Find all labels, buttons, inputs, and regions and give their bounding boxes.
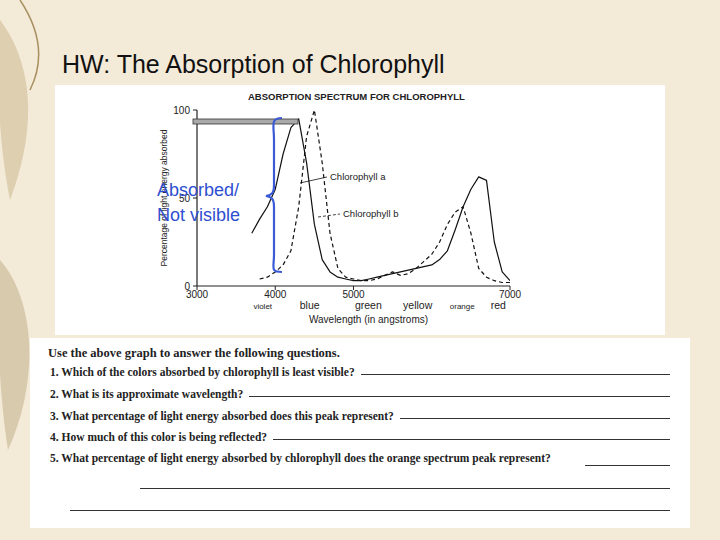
question-text: 3. What percentage of light energy absor… xyxy=(50,410,394,422)
bracket xyxy=(266,118,282,272)
stem xyxy=(20,0,39,90)
slide: {"chart_data": {"type": "line", "title":… xyxy=(0,0,720,540)
leaf xyxy=(0,260,29,450)
answer-line xyxy=(273,438,670,440)
legend-label: Chlorophyll a xyxy=(330,171,386,182)
band-label: green xyxy=(355,299,382,311)
slide-title: HW: The Absorption of Chlorophyll xyxy=(62,50,445,79)
pointer-bar xyxy=(193,119,298,124)
series-line xyxy=(260,110,510,283)
question-row: 1. Which of the colors absorbed by chlor… xyxy=(50,366,670,378)
answer-line xyxy=(140,488,670,489)
worksheet-intro: Use the above graph to answer the follow… xyxy=(48,346,340,361)
answer-line xyxy=(361,373,670,375)
question-row: 3. What percentage of light energy absor… xyxy=(50,410,670,422)
series-line xyxy=(252,119,510,281)
band-label: yellow xyxy=(403,299,433,311)
x-tick-label: 3000 xyxy=(186,289,209,300)
plot-area xyxy=(252,110,510,283)
question-text: 5. What percentage of light energy absor… xyxy=(50,447,590,470)
question-text: 4. How much of this color is being refle… xyxy=(50,431,267,443)
x-tick-label: 4000 xyxy=(264,289,287,300)
y-tick xyxy=(193,110,197,111)
question-row: 2. What is its approximate wavelength? xyxy=(50,388,670,400)
callout-text: Absorbed/ xyxy=(157,180,239,200)
y-tick xyxy=(193,286,197,287)
answer-line xyxy=(400,417,670,419)
band-label: red xyxy=(491,299,506,311)
x-axis-label: Wavelength (in angstroms) xyxy=(309,314,428,325)
question-text: 1. Which of the colors absorbed by chlor… xyxy=(50,366,355,378)
chart-title: ABSORPTION SPECTRUM FOR CHLOROPHYLL xyxy=(248,91,465,102)
answer-line xyxy=(585,465,670,466)
callout-text: Not visible xyxy=(157,205,240,225)
question-row: 4. How much of this color is being refle… xyxy=(50,431,670,443)
worksheet: Use the above graph to answer the follow… xyxy=(30,338,690,528)
question-text: 2. What is its approximate wavelength? xyxy=(50,388,243,400)
legend-leader xyxy=(318,214,340,217)
leaf xyxy=(0,20,28,200)
y-tick-label: 100 xyxy=(173,105,190,116)
band-label: orange xyxy=(450,302,475,311)
band-label: violet xyxy=(253,302,272,311)
answer-line xyxy=(249,395,670,397)
answer-line xyxy=(70,510,670,511)
legend-label: Chlorophyll b xyxy=(343,208,398,219)
legend-leader xyxy=(300,177,327,183)
band-label: blue xyxy=(300,299,320,311)
